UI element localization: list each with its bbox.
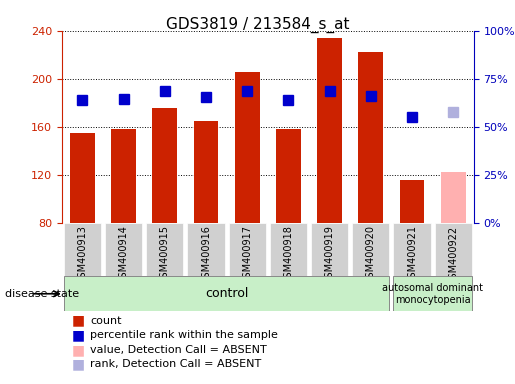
Bar xyxy=(235,71,260,223)
Text: GSM400922: GSM400922 xyxy=(448,225,458,285)
Bar xyxy=(400,180,424,223)
Text: rank, Detection Call = ABSENT: rank, Detection Call = ABSENT xyxy=(90,359,262,369)
Text: disease state: disease state xyxy=(5,289,79,299)
Text: GSM400921: GSM400921 xyxy=(407,225,417,285)
Text: GSM400914: GSM400914 xyxy=(118,225,129,284)
FancyBboxPatch shape xyxy=(146,223,183,276)
Bar xyxy=(111,129,136,223)
FancyBboxPatch shape xyxy=(393,223,431,276)
Text: GSM400919: GSM400919 xyxy=(324,225,335,284)
Text: GSM400913: GSM400913 xyxy=(77,225,88,284)
Text: autosomal dominant
monocytopenia: autosomal dominant monocytopenia xyxy=(382,283,483,305)
Text: ■: ■ xyxy=(72,358,85,371)
Text: value, Detection Call = ABSENT: value, Detection Call = ABSENT xyxy=(90,345,267,355)
FancyBboxPatch shape xyxy=(270,223,307,276)
Text: GSM400920: GSM400920 xyxy=(366,225,376,285)
FancyBboxPatch shape xyxy=(311,223,348,276)
FancyBboxPatch shape xyxy=(435,223,472,276)
FancyBboxPatch shape xyxy=(64,223,101,276)
FancyBboxPatch shape xyxy=(393,276,472,311)
Bar xyxy=(358,52,383,223)
Text: ■: ■ xyxy=(72,314,85,328)
Text: ■: ■ xyxy=(72,328,85,342)
Bar xyxy=(441,172,466,223)
FancyBboxPatch shape xyxy=(187,223,225,276)
Text: GSM400915: GSM400915 xyxy=(160,225,170,285)
Text: GDS3819 / 213584_s_at: GDS3819 / 213584_s_at xyxy=(166,17,349,33)
Text: count: count xyxy=(90,316,122,326)
Text: GSM400918: GSM400918 xyxy=(283,225,294,284)
Bar xyxy=(70,133,95,223)
Bar xyxy=(276,129,301,223)
FancyBboxPatch shape xyxy=(105,223,142,276)
FancyBboxPatch shape xyxy=(64,276,389,311)
Bar xyxy=(152,108,177,223)
Text: control: control xyxy=(205,287,248,300)
Text: ■: ■ xyxy=(72,343,85,357)
FancyBboxPatch shape xyxy=(229,223,266,276)
FancyBboxPatch shape xyxy=(352,223,389,276)
Bar xyxy=(317,38,342,223)
Text: percentile rank within the sample: percentile rank within the sample xyxy=(90,330,278,340)
Text: GSM400916: GSM400916 xyxy=(201,225,211,284)
Text: GSM400917: GSM400917 xyxy=(242,225,252,285)
Bar xyxy=(194,121,218,223)
